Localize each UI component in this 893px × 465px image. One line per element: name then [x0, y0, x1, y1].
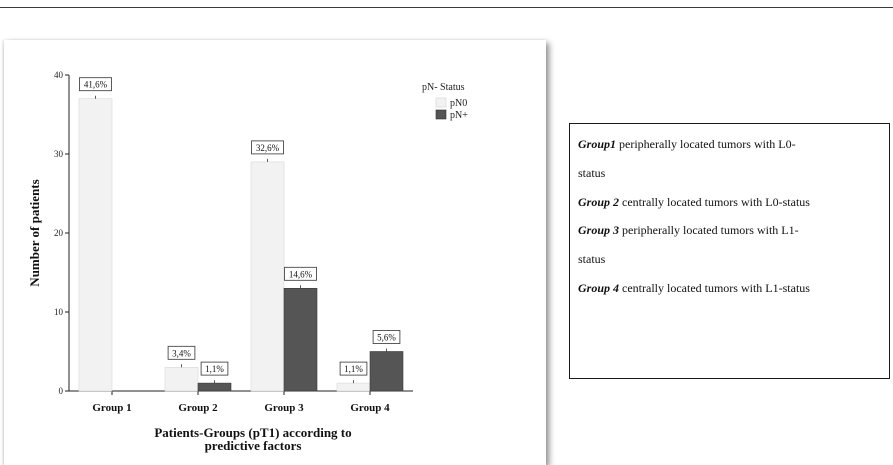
data-label-box: [372, 330, 401, 344]
bar-pN0: [78, 98, 113, 392]
data-label-box: [339, 361, 368, 376]
caption-line-4: Group 3 peripherally located tumors with…: [578, 223, 799, 238]
data-label: 41,6%: [84, 80, 108, 90]
top-rule: [0, 7, 893, 8]
data-label-box: [284, 266, 317, 281]
legend-label: pN0: [450, 98, 467, 109]
y-tick-label: 10: [54, 307, 64, 317]
data-label: 1,1%: [344, 364, 363, 374]
caption-line-4-bold: Group 3: [578, 223, 620, 237]
caption-line-1: Group1 peripherally located tumors with …: [578, 137, 796, 152]
x-axis-title-line: Patients-Groups (pT1) according to: [154, 425, 351, 440]
data-label: 1,1%: [205, 364, 224, 374]
y-tick-label: 20: [54, 228, 64, 238]
legend-swatch: [435, 97, 447, 108]
y-axis-title: Number of patients: [27, 179, 42, 286]
data-label: 14,6%: [289, 269, 313, 279]
legend-title: pN- Status: [422, 82, 465, 93]
caption-line-3: Group 2 centrally located tumors with L0…: [578, 195, 810, 210]
y-tick-label: 40: [54, 70, 64, 80]
caption-line-1-bold: Group1: [578, 137, 617, 151]
x-tick-label: Group 3: [264, 402, 304, 414]
data-label-box: [200, 361, 229, 376]
caption-line-3-text: centrally located tumors with L0-status: [619, 195, 810, 209]
bar-pN0: [250, 161, 285, 392]
caption-line-5: status: [578, 252, 605, 267]
bar-pN: [197, 382, 232, 392]
bar-pN: [283, 287, 318, 392]
caption-line-1-text: peripherally located tumors with L0-: [616, 137, 796, 151]
caption-line-3-bold: Group 2: [578, 195, 620, 209]
data-label-box: [251, 140, 284, 155]
x-tick-label: Group 4: [350, 402, 390, 414]
caption-line-4-text: peripherally located tumors with L1-: [619, 223, 799, 237]
bar-pN: [369, 351, 404, 392]
caption-line-6-text: centrally located tumors with L1-status: [619, 281, 810, 295]
caption-line-2: status: [578, 166, 605, 181]
caption-line-6: Group 4 centrally located tumors with L1…: [578, 281, 810, 296]
y-tick-label: 30: [54, 149, 64, 159]
bar-pN0: [164, 366, 199, 392]
data-label-box: [79, 77, 112, 92]
data-label: 3,4%: [172, 348, 191, 358]
caption-box: Group1 peripherally located tumors with …: [569, 123, 890, 379]
bar-pN0: [336, 382, 371, 392]
legend-swatch: [435, 109, 447, 120]
caption-line-5-text: status: [578, 252, 606, 266]
x-axis-title-line: predictive factors: [205, 438, 302, 453]
caption-line-2-text: status: [578, 166, 606, 180]
y-tick-label: 0: [59, 386, 64, 396]
x-tick-label: Group 2: [178, 402, 218, 414]
data-label-box: [167, 345, 196, 360]
caption-line-6-bold: Group 4: [578, 281, 620, 295]
x-tick-label: Group 1: [92, 402, 131, 414]
data-label: 5,6%: [377, 333, 396, 343]
legend-label: pN+: [450, 110, 468, 121]
data-label: 32,6%: [256, 143, 280, 153]
